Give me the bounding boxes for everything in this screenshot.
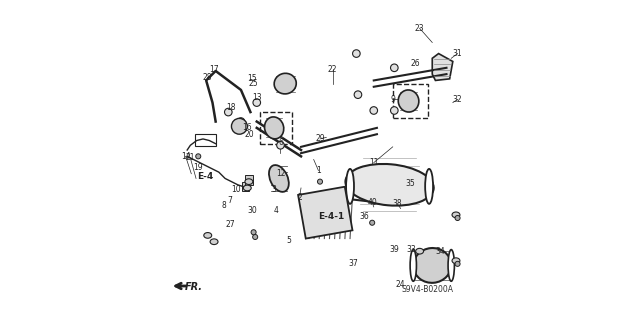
Circle shape: [390, 64, 398, 71]
Text: 27: 27: [225, 220, 235, 229]
Circle shape: [353, 50, 360, 57]
Text: 12: 12: [276, 169, 285, 178]
Circle shape: [354, 91, 362, 99]
Ellipse shape: [210, 239, 218, 245]
Circle shape: [370, 107, 378, 114]
Text: 14: 14: [180, 152, 191, 161]
Text: 11: 11: [369, 158, 378, 167]
Text: 33: 33: [407, 245, 417, 254]
Text: 16: 16: [242, 123, 252, 132]
Text: 2: 2: [297, 193, 302, 202]
Text: 31: 31: [452, 49, 462, 58]
Text: 9: 9: [390, 95, 395, 104]
Circle shape: [370, 220, 374, 225]
Text: 24: 24: [396, 280, 406, 289]
Text: 4: 4: [273, 206, 278, 215]
Circle shape: [390, 107, 398, 114]
Text: 6: 6: [278, 137, 283, 147]
Text: E-4: E-4: [197, 172, 214, 182]
Text: 20: 20: [244, 130, 253, 139]
Circle shape: [225, 108, 232, 116]
Circle shape: [253, 99, 260, 106]
Text: 38: 38: [393, 199, 403, 208]
Ellipse shape: [346, 169, 354, 204]
Bar: [298, 187, 353, 239]
Text: 34: 34: [435, 247, 445, 256]
Circle shape: [237, 118, 244, 125]
Text: 37: 37: [348, 259, 358, 268]
Polygon shape: [245, 175, 253, 185]
Text: 23: 23: [415, 24, 424, 33]
Text: 18: 18: [226, 103, 236, 112]
Polygon shape: [432, 54, 453, 80]
Circle shape: [253, 234, 258, 240]
Ellipse shape: [448, 250, 454, 281]
Ellipse shape: [415, 249, 424, 254]
Text: 19: 19: [193, 163, 203, 172]
Ellipse shape: [204, 233, 212, 238]
Text: 25: 25: [249, 79, 259, 88]
Text: S9V4-B0200A: S9V4-B0200A: [401, 285, 454, 294]
Circle shape: [251, 230, 256, 235]
Text: 15: 15: [247, 74, 257, 83]
Text: 8: 8: [221, 201, 226, 210]
Ellipse shape: [264, 117, 284, 139]
Circle shape: [276, 141, 284, 149]
Ellipse shape: [346, 164, 434, 206]
Ellipse shape: [452, 212, 460, 218]
Text: 21: 21: [186, 153, 195, 162]
Text: 5: 5: [286, 236, 291, 245]
Ellipse shape: [243, 185, 252, 191]
Text: 40: 40: [367, 198, 377, 207]
Text: 10: 10: [232, 185, 241, 194]
Ellipse shape: [398, 90, 419, 112]
Text: 32: 32: [452, 95, 462, 104]
Circle shape: [196, 154, 201, 159]
Text: 36: 36: [360, 212, 369, 221]
Ellipse shape: [245, 179, 253, 184]
Text: 35: 35: [405, 179, 415, 188]
Text: 13: 13: [252, 93, 262, 102]
Ellipse shape: [274, 73, 296, 94]
Text: E-4-1: E-4-1: [318, 212, 344, 221]
Text: 30: 30: [247, 206, 257, 215]
Text: FR.: FR.: [185, 282, 203, 292]
Circle shape: [455, 261, 460, 266]
Circle shape: [317, 179, 323, 184]
Text: 17: 17: [209, 65, 219, 74]
Text: 3: 3: [272, 185, 276, 194]
Text: 28: 28: [203, 73, 212, 82]
Ellipse shape: [425, 169, 433, 204]
Circle shape: [232, 118, 247, 134]
Text: 26: 26: [410, 59, 420, 68]
Polygon shape: [242, 182, 250, 191]
Circle shape: [455, 215, 460, 220]
Ellipse shape: [452, 258, 460, 263]
Text: 22: 22: [328, 65, 337, 74]
Ellipse shape: [269, 165, 289, 192]
Ellipse shape: [410, 250, 417, 281]
Text: 7: 7: [227, 196, 232, 205]
Text: 29: 29: [315, 134, 325, 144]
Text: 1: 1: [316, 166, 321, 175]
Ellipse shape: [413, 248, 451, 283]
Text: 39: 39: [389, 245, 399, 254]
